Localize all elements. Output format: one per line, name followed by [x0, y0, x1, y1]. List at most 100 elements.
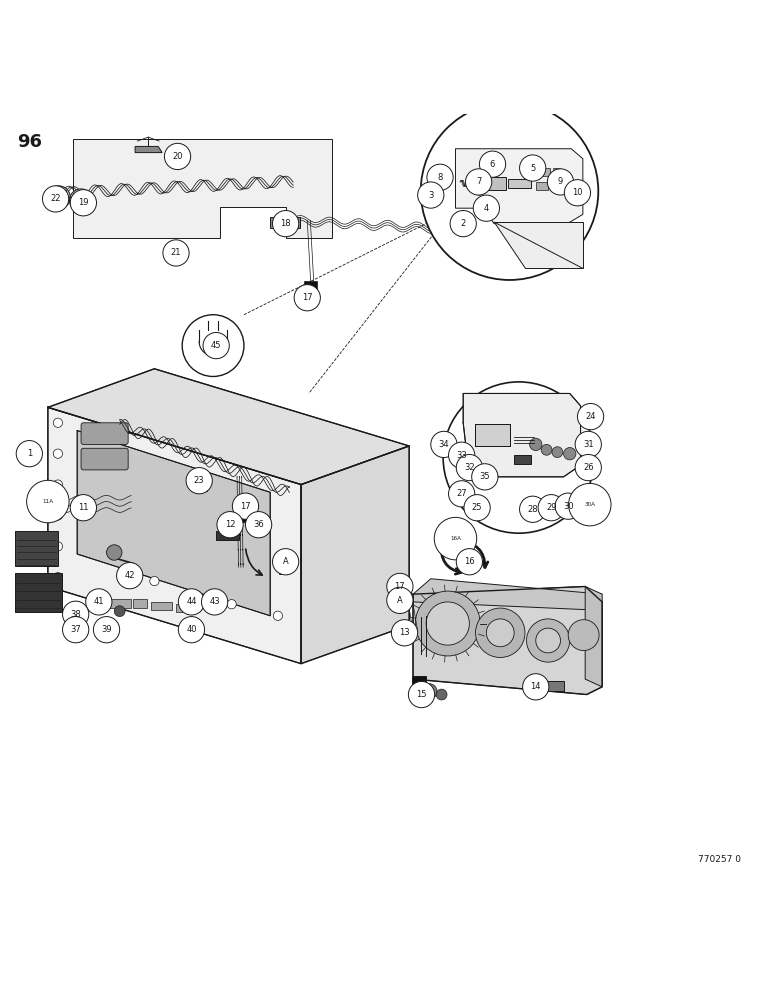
Circle shape — [63, 617, 89, 643]
Circle shape — [449, 442, 475, 468]
Text: 4: 4 — [484, 204, 489, 213]
Circle shape — [434, 517, 477, 560]
Circle shape — [163, 240, 189, 266]
Polygon shape — [544, 681, 564, 691]
Circle shape — [47, 186, 70, 209]
Circle shape — [273, 549, 299, 575]
Circle shape — [408, 681, 435, 708]
Text: 1: 1 — [27, 449, 32, 458]
Text: 25: 25 — [472, 503, 482, 512]
Polygon shape — [233, 509, 249, 522]
Circle shape — [178, 617, 205, 643]
Text: 6: 6 — [490, 160, 495, 169]
Bar — [537, 168, 550, 176]
Circle shape — [117, 563, 143, 589]
Circle shape — [568, 620, 599, 651]
Circle shape — [520, 496, 546, 522]
Text: 45: 45 — [211, 341, 222, 350]
Circle shape — [520, 155, 546, 181]
Circle shape — [426, 602, 469, 645]
Circle shape — [523, 674, 549, 700]
Circle shape — [577, 403, 604, 430]
Text: 40: 40 — [186, 625, 197, 634]
Polygon shape — [135, 146, 162, 153]
Circle shape — [164, 143, 191, 170]
Circle shape — [555, 493, 581, 519]
Circle shape — [538, 495, 564, 521]
Circle shape — [575, 454, 601, 481]
Circle shape — [575, 431, 601, 458]
Polygon shape — [15, 573, 62, 612]
Text: 33: 33 — [456, 451, 467, 460]
Polygon shape — [455, 149, 583, 224]
Circle shape — [107, 545, 122, 560]
Text: 29: 29 — [546, 503, 557, 512]
Circle shape — [294, 285, 320, 311]
Polygon shape — [413, 579, 602, 610]
Text: 17: 17 — [240, 502, 251, 511]
Text: 11: 11 — [78, 503, 89, 512]
Circle shape — [53, 573, 63, 582]
Circle shape — [564, 180, 591, 206]
Text: A: A — [397, 596, 403, 605]
Text: 12: 12 — [225, 520, 235, 529]
Circle shape — [53, 511, 63, 520]
Circle shape — [86, 589, 112, 615]
Circle shape — [232, 493, 259, 519]
Circle shape — [552, 447, 563, 458]
Circle shape — [541, 444, 552, 455]
Text: 34: 34 — [438, 440, 449, 449]
Circle shape — [456, 549, 482, 575]
Text: 38: 38 — [70, 610, 81, 619]
Text: 37: 37 — [70, 625, 81, 634]
Text: 39: 39 — [101, 625, 112, 634]
Circle shape — [53, 480, 63, 489]
Bar — [151, 602, 172, 610]
Circle shape — [473, 195, 499, 221]
Text: 9: 9 — [558, 177, 563, 186]
Text: 3: 3 — [428, 191, 433, 200]
Circle shape — [227, 600, 236, 609]
Bar — [96, 599, 131, 608]
Text: 21: 21 — [171, 248, 181, 257]
Circle shape — [547, 169, 574, 195]
Polygon shape — [48, 369, 409, 485]
Text: 42: 42 — [124, 571, 135, 580]
Circle shape — [564, 448, 576, 460]
Circle shape — [53, 542, 63, 551]
Text: 2: 2 — [461, 219, 466, 228]
Circle shape — [150, 576, 159, 586]
Circle shape — [418, 182, 444, 208]
Text: 15: 15 — [416, 690, 427, 699]
Polygon shape — [585, 586, 602, 687]
Text: A: A — [279, 565, 289, 578]
Bar — [553, 168, 560, 179]
Circle shape — [421, 102, 598, 280]
Circle shape — [273, 211, 299, 237]
Text: 20: 20 — [172, 152, 183, 161]
Circle shape — [527, 619, 570, 662]
Polygon shape — [412, 676, 426, 687]
Circle shape — [273, 611, 283, 620]
Circle shape — [114, 606, 125, 617]
Text: 27: 27 — [456, 489, 467, 498]
Text: 41: 41 — [93, 597, 104, 606]
Circle shape — [466, 169, 492, 195]
Text: 14: 14 — [530, 682, 541, 691]
Text: 19: 19 — [78, 198, 89, 207]
Polygon shape — [166, 249, 184, 257]
Circle shape — [391, 620, 418, 646]
Circle shape — [70, 190, 96, 216]
Circle shape — [476, 608, 525, 657]
Circle shape — [186, 468, 212, 494]
Text: 30: 30 — [563, 502, 574, 511]
Circle shape — [415, 591, 480, 656]
Text: 5: 5 — [530, 164, 535, 173]
Polygon shape — [494, 222, 583, 268]
Circle shape — [486, 619, 514, 647]
Circle shape — [427, 164, 453, 190]
Polygon shape — [475, 424, 510, 446]
Bar — [133, 599, 147, 608]
Text: 24: 24 — [585, 412, 596, 421]
Polygon shape — [413, 586, 602, 695]
